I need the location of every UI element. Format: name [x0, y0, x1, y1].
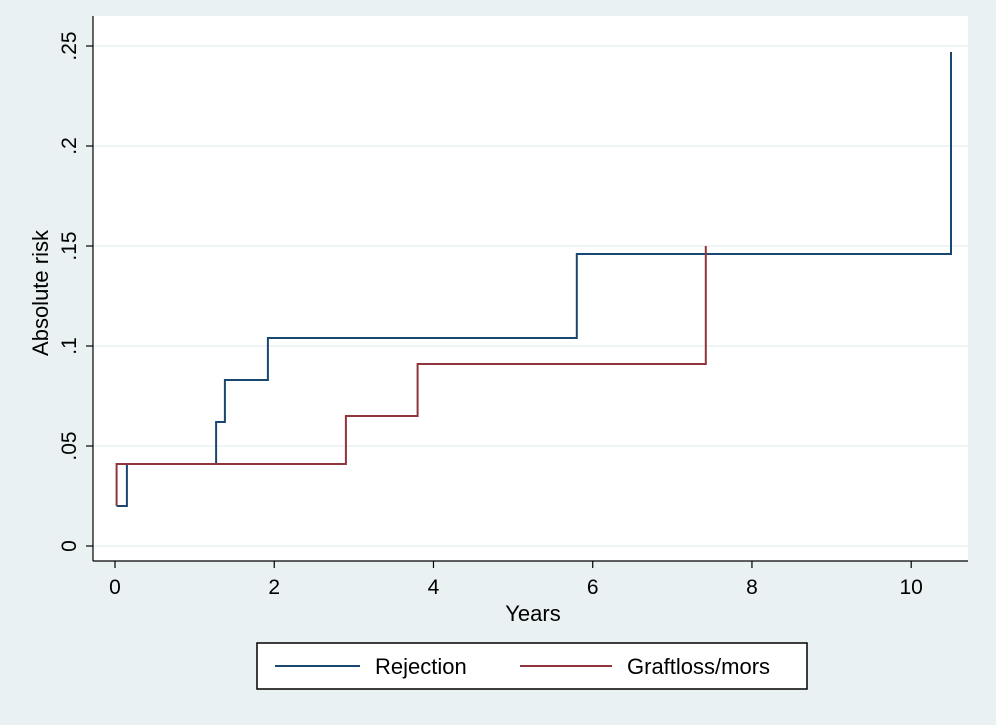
legend-label-graftloss: Graftloss/mors	[627, 654, 770, 679]
y-axis-title: Absolute risk	[28, 229, 53, 356]
y-tick-label-1: .05	[58, 431, 81, 460]
x-tick-label-3: 6	[587, 576, 599, 599]
y-tick-label-5: .25	[58, 31, 81, 60]
plot-area	[93, 16, 968, 561]
x-tick-label-0: 0	[109, 576, 121, 599]
y-tick-label-2: .1	[58, 337, 81, 355]
y-tick-label-3: .15	[58, 231, 81, 260]
series-line-graftloss-mors	[115, 246, 707, 506]
x-axis-title: Years	[505, 601, 560, 626]
series-lines	[115, 52, 952, 507]
grid-lines	[93, 45, 968, 547]
axes: 0 .05 .1 .15 .2 .25 0 2 4 6 8 10	[58, 16, 968, 599]
legend: Rejection Graftloss/mors	[256, 642, 808, 690]
x-tick-label-4: 8	[746, 576, 758, 599]
x-tick-label-1: 2	[268, 576, 280, 599]
x-tick-label-2: 4	[428, 576, 440, 599]
y-tick-label-0: 0	[58, 540, 81, 552]
y-tick-label-4: .2	[58, 137, 81, 155]
legend-label-rejection: Rejection	[375, 654, 467, 679]
x-tick-label-5: 10	[900, 576, 923, 599]
